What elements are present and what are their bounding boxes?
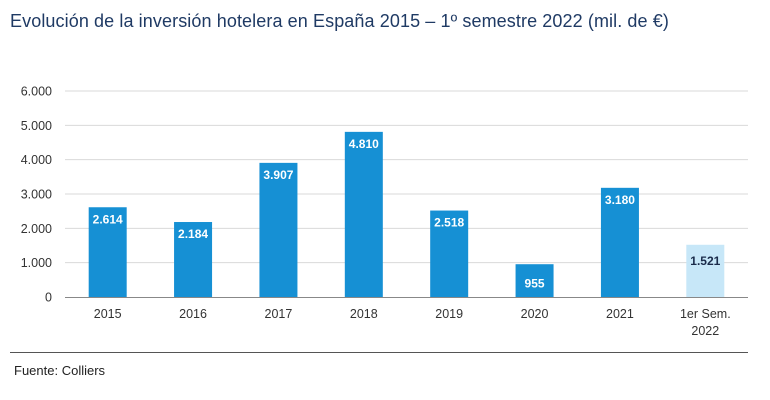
bar (600, 187, 639, 297)
bar (515, 264, 554, 297)
y-tick-label: 2.000 (21, 222, 52, 236)
x-tick-label: 2016 (179, 307, 207, 321)
data-label: 2.614 (93, 212, 123, 226)
y-tick-label: 3.000 (21, 188, 52, 202)
source-note: Fuente: Colliers (14, 363, 106, 378)
data-label: 3.907 (263, 168, 293, 182)
x-tick-label: 2015 (94, 307, 122, 321)
data-label: 2.184 (178, 227, 208, 241)
chart-title: Evolución de la inversión hotelera en Es… (10, 11, 669, 31)
data-label: 955 (525, 277, 545, 291)
x-tick-label: 2017 (265, 307, 293, 321)
data-label: 4.810 (349, 137, 379, 151)
bar (344, 131, 383, 297)
data-label: 1.521 (690, 254, 720, 268)
bar (686, 244, 725, 297)
y-tick-label: 4.000 (21, 153, 52, 167)
bar (259, 162, 298, 297)
x-tick-label: 2019 (435, 307, 463, 321)
bar (430, 210, 469, 297)
bar (88, 207, 127, 297)
x-tick-label: 2018 (350, 307, 378, 321)
x-tick-label: 1er Sem. 2022 (680, 307, 731, 338)
data-label: 2.518 (434, 216, 464, 230)
x-tick-label: 2021 (606, 307, 634, 321)
y-tick-label: 1.000 (21, 256, 52, 270)
bar (174, 222, 213, 297)
y-tick-label: 6.000 (21, 85, 52, 99)
data-label: 3.180 (605, 193, 635, 207)
y-tick-label: 5.000 (21, 119, 52, 133)
y-tick-label: 0 (45, 291, 52, 305)
x-tick-label: 2020 (521, 307, 549, 321)
